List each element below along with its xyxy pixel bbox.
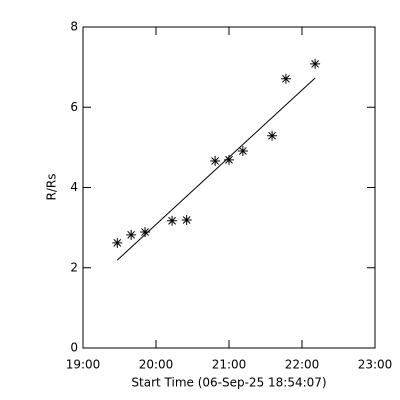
data-point — [310, 58, 321, 69]
y-tick-label: 2 — [70, 260, 78, 274]
data-point — [126, 229, 137, 240]
data-point — [210, 156, 221, 167]
data-point — [167, 215, 178, 226]
y-tick-label: 8 — [70, 20, 78, 34]
x-tick-label: 19:00 — [66, 358, 101, 372]
x-tick-label: 21:00 — [212, 358, 247, 372]
x-axis-label: Start Time (06-Sep-25 18:54:07) — [131, 376, 326, 390]
x-tick-label: 23:00 — [358, 358, 393, 372]
data-point — [224, 154, 234, 165]
data-point — [280, 73, 291, 84]
data-point — [112, 237, 123, 248]
x-tick-label: 20:00 — [139, 358, 174, 372]
data-point — [267, 130, 278, 141]
y-axis-label: R/Rs — [45, 174, 59, 201]
fit-line — [116, 77, 316, 261]
y-tick-label: 6 — [70, 100, 78, 114]
y-tick-label: 0 — [70, 341, 78, 355]
y-tick-label: 4 — [70, 180, 78, 194]
data-point — [181, 215, 192, 226]
x-tick-label: 22:00 — [285, 358, 320, 372]
data-point — [140, 227, 151, 238]
data-point — [237, 145, 248, 156]
